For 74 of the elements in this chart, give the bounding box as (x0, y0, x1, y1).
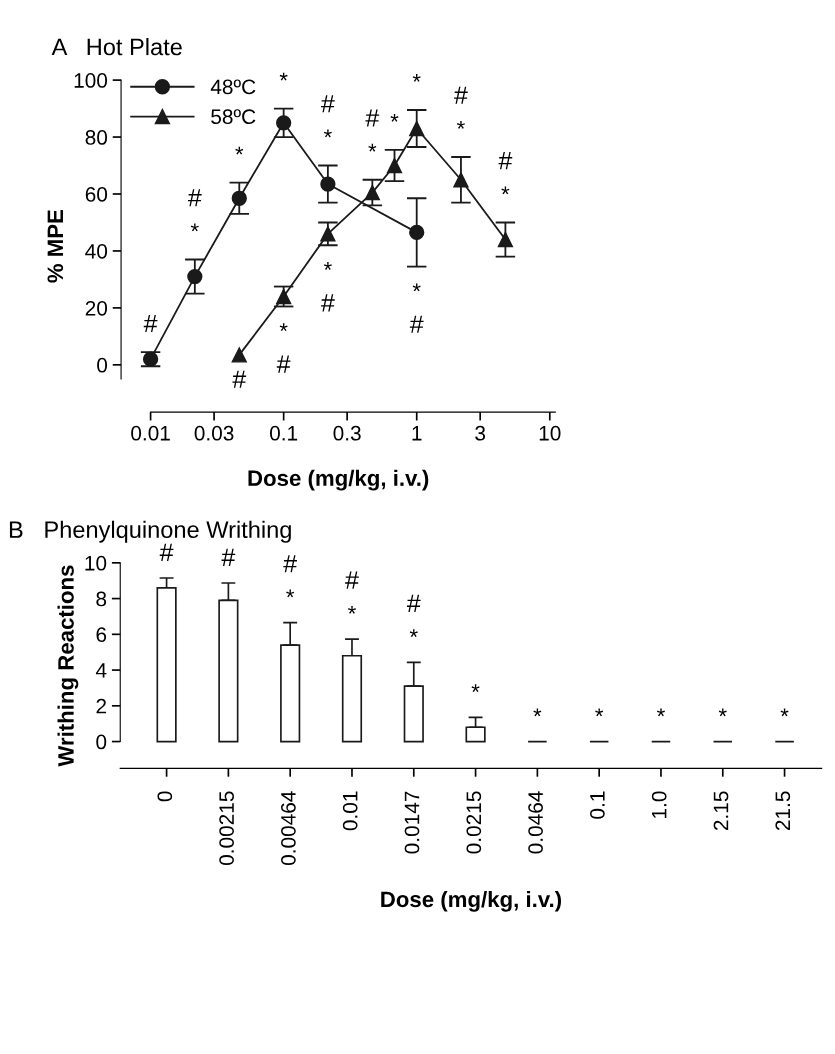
annotation: * (412, 74, 421, 82)
x-tick-label: 1 (412, 426, 422, 441)
annotation: * (368, 143, 377, 152)
y-tick-label: 100 (74, 73, 108, 88)
x-tick-label: 0.1 (269, 425, 298, 441)
y-axis-title: % MPE (47, 209, 64, 283)
annotation: * (595, 708, 604, 717)
annotation: * (279, 72, 288, 81)
annotation: # (365, 109, 380, 127)
x-tick-label: 0.3 (333, 425, 361, 441)
y-axis-title: Writhing Reactions (57, 565, 79, 767)
y-tick-label: 2 (96, 698, 106, 714)
annotation: # (187, 189, 202, 207)
annotation: * (286, 589, 295, 598)
x-axis-title: Dose (mg/kg, i.v.) (381, 890, 562, 912)
annotation: # (321, 294, 335, 312)
annotation: # (454, 86, 468, 104)
x-tick-label: 10 (539, 425, 561, 441)
y-tick-label: 0 (96, 734, 107, 750)
legend-label: 48ºC (210, 79, 256, 95)
annotation: # (498, 152, 513, 170)
x-tick-label: 21.5 (775, 791, 791, 831)
annotation: # (406, 594, 421, 612)
annotation: # (276, 355, 291, 373)
legend-label: 58ºC (211, 109, 256, 125)
annotation: * (409, 629, 418, 638)
x-tick-label: 0.00464 (281, 791, 296, 866)
x-tick-label: 0.03 (194, 425, 234, 441)
x-tick-label: 0.01 (131, 425, 170, 441)
annotation: * (279, 323, 288, 332)
annotation: # (159, 543, 174, 561)
annotation: # (143, 315, 158, 333)
annotation: * (456, 121, 465, 129)
x-tick-label: 0.0215 (466, 791, 482, 854)
annotation: # (409, 315, 424, 333)
y-tick-label: 4 (95, 663, 107, 678)
x-tick-label: 3 (475, 425, 486, 441)
x-tick-label: 0.0464 (528, 791, 543, 854)
x-tick-label: 0.0147 (404, 791, 420, 854)
annotation: * (323, 262, 332, 270)
annotation: * (657, 708, 665, 717)
annotation: # (221, 548, 236, 566)
x-tick-label: 0.00215 (219, 791, 234, 866)
x-tick-label: 0.01 (342, 791, 358, 831)
y-tick-label: 6 (96, 627, 107, 643)
annotation: * (412, 283, 421, 292)
y-tick-label: 80 (85, 130, 108, 145)
x-axis-title: Dose (mg/kg, i.v.) (248, 469, 429, 491)
annotation: * (533, 708, 542, 717)
annotation: # (232, 370, 247, 388)
annotation: * (718, 708, 727, 717)
annotation: * (190, 223, 199, 232)
y-tick-label: 20 (85, 300, 108, 316)
annotation: * (471, 684, 480, 693)
y-tick-label: 8 (96, 591, 107, 607)
y-tick-label: 60 (85, 187, 108, 202)
annotation: * (501, 186, 510, 195)
chart-title: B Phenylquinone Writhing (9, 520, 291, 543)
y-tick-label: 10 (85, 555, 107, 571)
y-tick-label: 40 (85, 243, 108, 259)
annotation: * (348, 606, 356, 614)
annotation: * (323, 129, 332, 138)
chart-title: A Hot Plate (51, 37, 182, 56)
y-tick-label: 0 (97, 357, 108, 373)
x-tick-label: 0.1 (590, 791, 605, 819)
x-tick-label: 2.15 (713, 791, 729, 831)
annotation: * (780, 708, 789, 717)
annotation: * (390, 113, 399, 122)
x-tick-label: 1.0 (651, 791, 667, 818)
annotation: # (345, 571, 359, 589)
annotation: # (321, 95, 335, 113)
x-tick-label: 0 (157, 791, 173, 802)
annotation: * (235, 146, 244, 155)
annotation: # (283, 555, 298, 573)
